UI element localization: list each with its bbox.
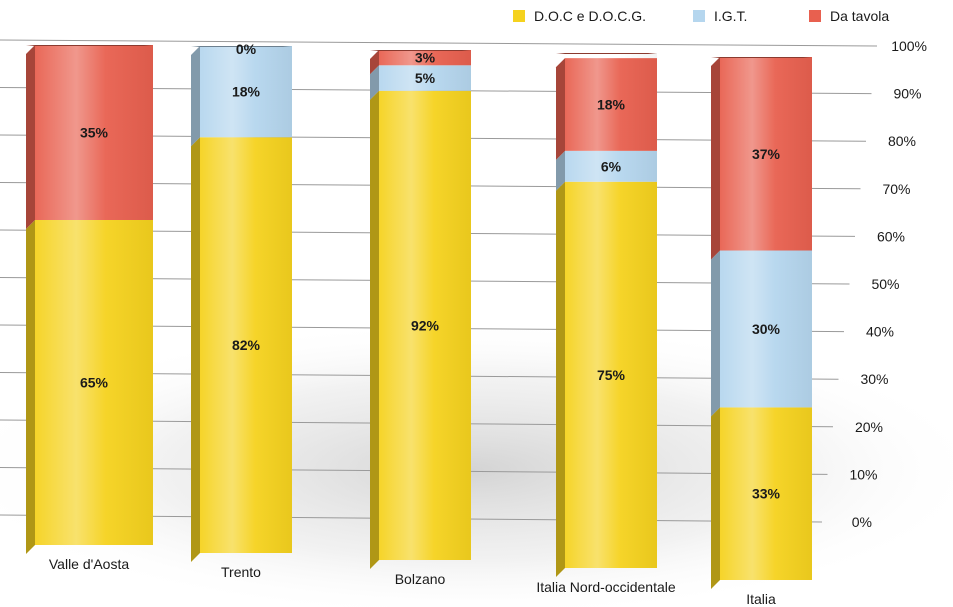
bar-top [191, 46, 292, 47]
bar-stack [191, 46, 292, 562]
data-label: 30% [752, 321, 781, 337]
y-tick-label: 30% [860, 371, 888, 387]
bar-gloss [720, 57, 812, 580]
bar-top [711, 57, 812, 58]
x-category-label: Italia Nord-occidentale [536, 579, 676, 595]
data-label: 65% [80, 375, 109, 391]
data-label: 35% [80, 125, 109, 141]
bar-side [370, 90, 379, 570]
bar-side [370, 50, 379, 75]
x-category-label: Valle d'Aosta [49, 556, 129, 572]
data-label: 6% [601, 158, 622, 174]
bar-side [711, 57, 720, 260]
bar-side [191, 137, 200, 562]
legend-item: I.G.T. [693, 8, 747, 24]
x-category-label: Italia [746, 591, 776, 607]
bars [26, 45, 812, 589]
bar-side [26, 45, 35, 229]
labels: 0% 10% 20% 30% 40% 50% 60% 70% 80% 90% 100% 65% 35% V… [49, 38, 927, 607]
y-tick-label: 100% [891, 38, 927, 54]
legend-label: I.G.T. [714, 8, 747, 24]
legend-item: Da tavola [809, 8, 889, 24]
bar-gloss [200, 46, 292, 553]
y-tick-label: 60% [877, 228, 905, 244]
bar-side [556, 150, 565, 191]
bar-side [556, 181, 565, 577]
legend-item: D.O.C e D.O.C.G. [513, 8, 646, 24]
x-category-label: Bolzano [395, 571, 446, 587]
y-tick-label: 80% [888, 133, 916, 149]
legend-label: Da tavola [830, 8, 889, 24]
legend-swatch [809, 10, 821, 22]
y-tick-label: 0% [852, 514, 872, 530]
data-label: 3% [415, 50, 436, 66]
bar-stack [556, 53, 657, 577]
x-category-label: Trento [221, 564, 261, 580]
bar-stack [26, 45, 153, 554]
data-label: 33% [752, 486, 781, 502]
y-tick-label: 40% [866, 324, 894, 340]
legend-swatch [693, 10, 705, 22]
gridline [0, 39, 878, 47]
bar-gloss [35, 45, 153, 545]
data-label: 82% [232, 337, 261, 353]
y-tick-label: 10% [849, 466, 877, 482]
data-label: 92% [411, 317, 440, 333]
legend-swatch [513, 10, 525, 22]
y-tick-label: 90% [893, 86, 921, 102]
bar-side [26, 220, 35, 554]
bar-side [191, 46, 200, 147]
data-label: 75% [597, 367, 626, 383]
y-tick-label: 70% [882, 181, 910, 197]
bar-gloss [565, 53, 657, 568]
legend: D.O.C e D.O.C.G. I.G.T. Da tavola [513, 8, 889, 24]
bar-stack [711, 57, 812, 589]
bar-side [556, 58, 565, 160]
data-label: 37% [752, 146, 781, 162]
bar-side [711, 407, 720, 589]
bar-top [370, 50, 471, 51]
legend-label: D.O.C e D.O.C.G. [534, 8, 646, 24]
data-label: 18% [597, 97, 626, 113]
y-tick-label: 20% [855, 419, 883, 435]
bar-top [26, 45, 153, 46]
bar-gloss [379, 50, 471, 560]
data-label: 0% [236, 41, 257, 57]
data-label: 18% [232, 84, 261, 100]
bar-stack [370, 50, 471, 570]
y-tick-label: 50% [871, 276, 899, 292]
bar-top [556, 53, 657, 54]
data-label: 5% [415, 70, 436, 86]
bar-side [711, 250, 720, 417]
bar-side [370, 65, 379, 100]
